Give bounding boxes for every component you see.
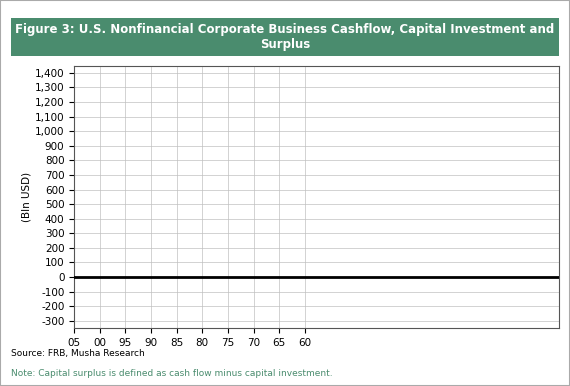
Text: Capital surplus
2009Q3   336: Capital surplus 2009Q3 336 xyxy=(0,385,1,386)
Y-axis label: (Bln USD): (Bln USD) xyxy=(22,172,32,222)
Text: Note: Capital surplus is defined as cash flow minus capital investment.: Note: Capital surplus is defined as cash… xyxy=(11,369,333,378)
Text: Cashflow
2009Q3  1157: Cashflow 2009Q3 1157 xyxy=(0,385,1,386)
Text: Capital investment
2009Q3   820: Capital investment 2009Q3 820 xyxy=(0,385,1,386)
Text: Figure 3: U.S. Nonfinancial Corporate Business Cashflow, Capital Investment and
: Figure 3: U.S. Nonfinancial Corporate Bu… xyxy=(15,23,555,51)
Text: Source: FRB, Musha Research: Source: FRB, Musha Research xyxy=(11,349,145,358)
